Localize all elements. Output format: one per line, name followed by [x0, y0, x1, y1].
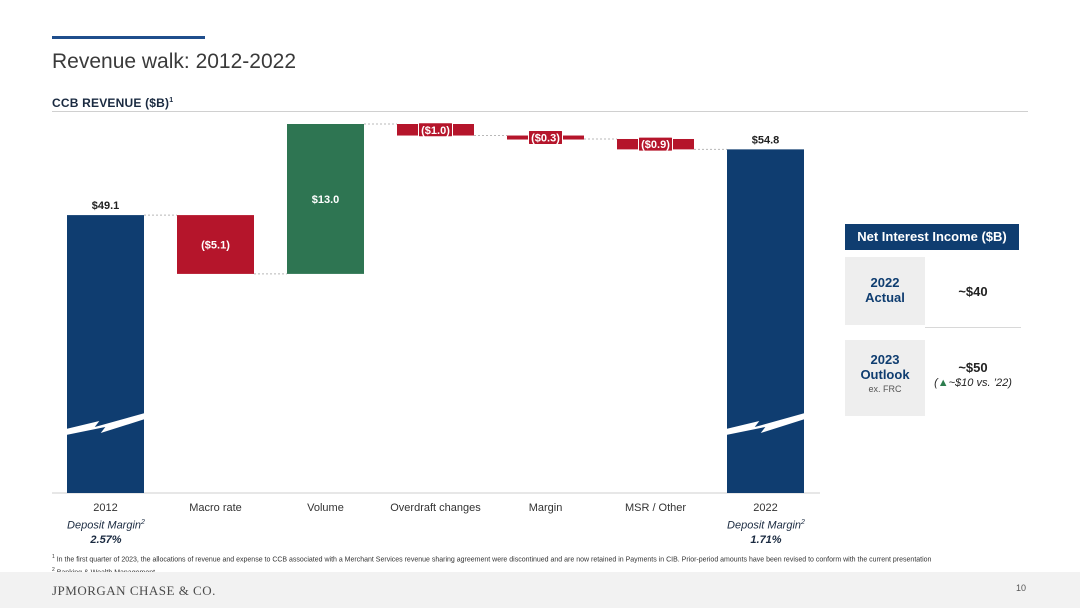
deposit-margin-2022: Deposit Margin2 1.71%	[716, 516, 816, 547]
deposit-margin-2022-sup: 2	[801, 519, 805, 526]
nii-outlook-value-block: ~$50 (▲~$10 vs. ’22)	[925, 360, 1021, 389]
category-label-volume: Volume	[307, 502, 344, 514]
deposit-margin-2022-value: 1.71%	[750, 533, 782, 546]
bar-2022	[727, 149, 804, 493]
nii-outlook-value: ~$50	[958, 360, 988, 375]
chart-subtitle-text: CCB REVENUE ($B)	[52, 96, 170, 110]
deposit-margin-2012: Deposit Margin2 2.57%	[56, 516, 156, 547]
nii-actual-label: 2022 Actual	[845, 257, 925, 325]
category-label-macro-rate: Macro rate	[189, 502, 242, 514]
value-label-msr-other: ($0.9)	[641, 139, 670, 151]
deposit-margin-2012-sup: 2	[141, 519, 145, 526]
value-label-box-margin	[528, 130, 563, 146]
bar-volume	[287, 124, 364, 274]
category-label-2022: 2022	[753, 502, 777, 514]
nii-outlook-delta: (▲~$10 vs. ’22)	[934, 377, 1012, 389]
value-label-2012: $49.1	[92, 200, 120, 212]
bar-macro-rate	[177, 215, 254, 274]
page-number: 10	[1016, 583, 1027, 593]
waterfall-chart: 2012 $49.1 Macro rate ($5.1) Volume $13.0 Over…	[52, 122, 820, 514]
value-label-volume: $13.0	[312, 194, 340, 206]
title-accent-bar	[52, 36, 205, 39]
value-label-macro-rate: ($5.1)	[201, 240, 230, 252]
nii-outlook-note: ex. FRC	[868, 384, 902, 394]
value-label-box-msr-other	[638, 136, 673, 152]
nii-outlook-label: 2023 Outlook ex. FRC	[845, 340, 925, 416]
category-label-2012: 2012	[93, 502, 117, 514]
axis-break-2022	[726, 413, 805, 435]
footnote-1-mark: 1	[52, 554, 55, 560]
footnote-1: 1 In the first quarter of 2023, the allo…	[52, 552, 931, 565]
deposit-margin-2012-value: 2.57%	[90, 533, 122, 546]
subtitle-divider	[52, 111, 1028, 112]
chart-subtitle: CCB REVENUE ($B)1	[52, 96, 173, 110]
category-label-msr-other: MSR / Other	[625, 502, 686, 514]
nii-actual-value: ~$40	[958, 284, 988, 299]
chart-subtitle-footnote-mark: 1	[169, 97, 174, 104]
deposit-margin-2012-label: Deposit Margin	[67, 519, 142, 532]
nii-outlook-text: Outlook	[860, 367, 910, 382]
nii-outlook-delta-text: ~$10 vs. ’22	[948, 377, 1009, 389]
up-arrow-icon: ▲	[937, 377, 949, 389]
category-label-margin: Margin	[529, 502, 563, 514]
axis-break-2012	[66, 413, 145, 435]
bar-2012	[67, 215, 144, 494]
footnote-2-mark: 2	[52, 567, 55, 574]
footnote-1-text: In the first quarter of 2023, the alloca…	[56, 556, 932, 564]
value-label-overdraft-changes: ($1.0)	[421, 125, 450, 137]
footer-bar	[0, 572, 1080, 608]
page-title: Revenue walk: 2012-2022	[52, 50, 297, 73]
company-logo: JPMORGAN CHASE & CO.	[52, 583, 216, 598]
nii-actual-year: 2022	[870, 275, 900, 290]
deposit-margin-2022-label: Deposit Margin	[727, 519, 802, 532]
value-label-box-overdraft-changes	[418, 122, 453, 138]
value-label-2022: $54.8	[752, 134, 780, 146]
nii-actual-text: Actual	[865, 290, 905, 305]
category-label-overdraft-changes: Overdraft changes	[390, 502, 481, 514]
value-label-margin: ($0.3)	[531, 133, 560, 145]
nii-outlook-year: 2023	[870, 352, 900, 367]
nii-row-divider	[925, 327, 1021, 328]
nii-header: Net Interest Income ($B)	[845, 224, 1019, 250]
